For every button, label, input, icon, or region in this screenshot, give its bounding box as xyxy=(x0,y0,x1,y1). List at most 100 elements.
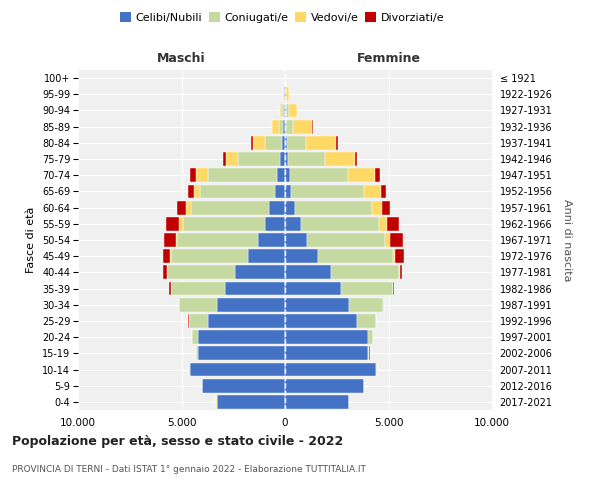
Bar xyxy=(286,104,289,118)
Bar xyxy=(285,152,288,166)
Bar xyxy=(291,184,364,198)
Bar xyxy=(349,298,383,312)
Bar xyxy=(167,266,235,280)
Bar xyxy=(284,104,285,118)
Bar xyxy=(277,168,285,182)
Bar xyxy=(166,217,179,230)
Bar xyxy=(176,233,178,247)
Bar xyxy=(272,120,278,134)
Bar xyxy=(194,184,200,198)
Bar xyxy=(285,233,307,247)
Legend: Celibi/Nubili, Coniugati/e, Vedovi/e, Divorziati/e: Celibi/Nubili, Coniugati/e, Vedovi/e, Di… xyxy=(115,8,449,28)
Bar xyxy=(189,314,208,328)
Bar xyxy=(164,233,176,247)
Bar xyxy=(285,104,286,118)
Bar xyxy=(284,88,285,101)
Bar xyxy=(286,120,293,134)
Bar xyxy=(341,282,392,296)
Bar xyxy=(307,233,385,247)
Bar xyxy=(169,282,171,296)
Bar xyxy=(285,379,364,392)
Bar xyxy=(307,136,337,149)
Bar xyxy=(223,152,226,166)
Bar xyxy=(382,200,390,214)
Bar xyxy=(196,346,198,360)
Bar xyxy=(188,184,194,198)
Bar xyxy=(285,362,376,376)
Bar xyxy=(285,217,301,230)
Bar xyxy=(258,233,285,247)
Bar xyxy=(285,282,341,296)
Bar xyxy=(288,152,325,166)
Bar xyxy=(176,200,187,214)
Bar xyxy=(400,266,402,280)
Bar xyxy=(285,266,331,280)
Text: Femmine: Femmine xyxy=(356,52,421,65)
Bar xyxy=(285,184,291,198)
Bar xyxy=(189,362,190,376)
Bar xyxy=(376,168,380,182)
Bar xyxy=(198,330,285,344)
Bar xyxy=(290,168,347,182)
Bar xyxy=(301,217,379,230)
Text: PROVINCIA DI TERNI - Dati ISTAT 1° gennaio 2022 - Elaborazione TUTTITALIA.IT: PROVINCIA DI TERNI - Dati ISTAT 1° genna… xyxy=(12,465,366,474)
Bar xyxy=(355,152,357,166)
Bar xyxy=(285,168,290,182)
Bar xyxy=(395,250,404,263)
Bar xyxy=(278,120,283,134)
Bar xyxy=(190,168,196,182)
Bar xyxy=(238,152,280,166)
Bar xyxy=(265,136,282,149)
Bar xyxy=(318,250,392,263)
Bar xyxy=(217,298,285,312)
Bar xyxy=(289,104,296,118)
Bar xyxy=(285,136,287,149)
Bar xyxy=(171,250,248,263)
Bar xyxy=(285,200,295,214)
Bar xyxy=(285,330,368,344)
Bar xyxy=(200,184,275,198)
Bar xyxy=(371,200,382,214)
Bar xyxy=(248,250,285,263)
Bar xyxy=(182,217,265,230)
Bar xyxy=(368,346,370,360)
Text: Maschi: Maschi xyxy=(157,52,206,65)
Bar xyxy=(178,233,258,247)
Bar xyxy=(393,282,394,296)
Text: Popolazione per età, sesso e stato civile - 2022: Popolazione per età, sesso e stato civil… xyxy=(12,435,343,448)
Bar xyxy=(171,282,225,296)
Bar xyxy=(192,330,198,344)
Bar xyxy=(295,200,371,214)
Bar xyxy=(390,233,403,247)
Bar xyxy=(196,168,208,182)
Bar xyxy=(179,298,217,312)
Bar xyxy=(325,152,355,166)
Bar xyxy=(282,136,285,149)
Bar xyxy=(191,200,269,214)
Bar xyxy=(364,184,381,198)
Bar xyxy=(217,395,285,409)
Bar xyxy=(280,152,285,166)
Bar xyxy=(293,120,312,134)
Y-axis label: Fasce di età: Fasce di età xyxy=(26,207,37,273)
Bar xyxy=(385,233,390,247)
Bar xyxy=(285,250,318,263)
Bar xyxy=(187,200,191,214)
Bar xyxy=(170,250,171,263)
Bar xyxy=(283,120,285,134)
Bar xyxy=(251,136,253,149)
Bar xyxy=(285,88,286,101)
Bar xyxy=(208,168,277,182)
Bar xyxy=(269,200,285,214)
Bar xyxy=(235,266,285,280)
Bar xyxy=(202,379,285,392)
Bar xyxy=(285,120,286,134)
Bar xyxy=(285,395,349,409)
Bar xyxy=(282,104,284,118)
Bar xyxy=(286,88,289,101)
Bar xyxy=(347,168,376,182)
Bar xyxy=(225,282,285,296)
Bar xyxy=(198,346,285,360)
Bar xyxy=(399,266,400,280)
Bar xyxy=(280,104,282,118)
